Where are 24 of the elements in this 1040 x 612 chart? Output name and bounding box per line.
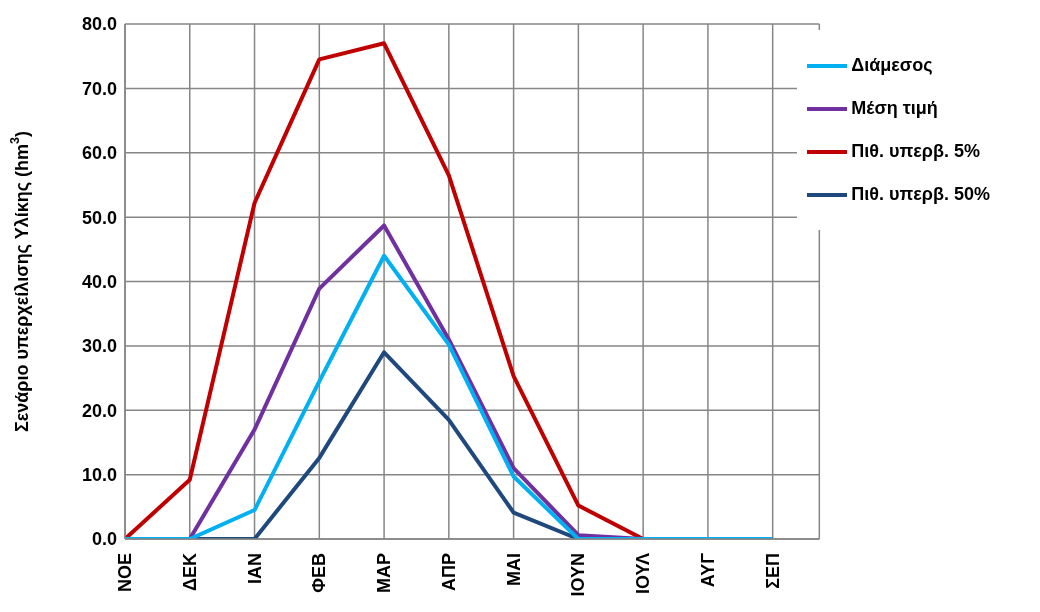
x-tick-label: ΣΕΠ	[762, 553, 783, 589]
x-tick-label: ΦΕΒ	[309, 553, 330, 593]
legend-label: Πιθ. υπερβ. 5%	[851, 141, 980, 162]
y-tick-label: 10.0	[81, 465, 117, 486]
x-tick-label: ΑΥΓ	[697, 552, 718, 588]
x-tick-label: ΔΕΚ	[179, 553, 200, 591]
legend-label: Μέση τιμή	[851, 98, 938, 119]
y-tick-label: 80.0	[81, 14, 117, 35]
x-tick-label: ΙΟΥΝ	[568, 553, 589, 597]
y-tick-label: 50.0	[81, 207, 117, 228]
y-tick-label: 60.0	[81, 143, 117, 164]
y-tick-label: 70.0	[81, 78, 117, 99]
x-tick-label: ΜΑΡ	[374, 553, 395, 593]
x-tick-label: ΑΠΡ	[438, 553, 459, 592]
x-tick-label: ΙΟΥΛ	[633, 553, 654, 594]
x-tick-label: ΝΟΕ	[115, 553, 135, 593]
y-tick-label: 20.0	[81, 400, 117, 421]
y-tick-label: 0.0	[91, 529, 117, 550]
x-tick-label: ΙΑΝ	[244, 553, 265, 584]
legend-label: Διάμεσος	[851, 55, 933, 76]
y-tick-label: 40.0	[81, 271, 117, 292]
legend-label: Πιθ. υπερβ. 50%	[851, 184, 990, 205]
x-tick-label: ΜΑΙ	[503, 553, 524, 586]
y-tick-label: 30.0	[81, 336, 117, 357]
